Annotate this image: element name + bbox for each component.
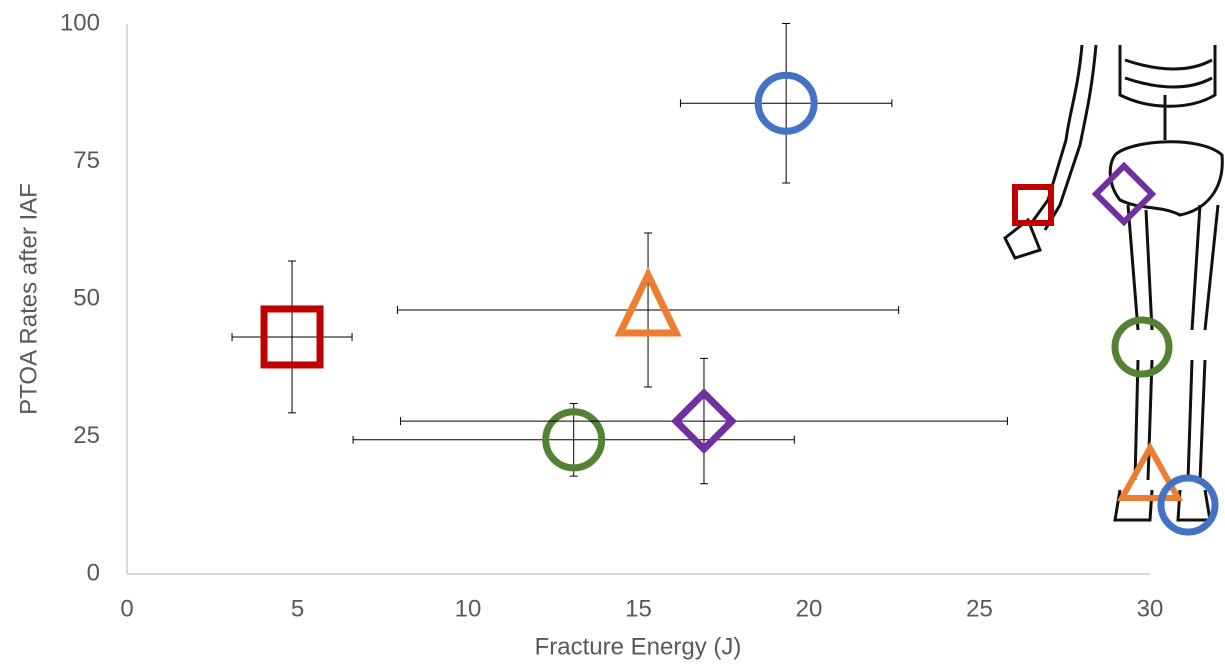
x-tick-label: 5: [291, 595, 304, 622]
x-tick-label: 10: [455, 595, 482, 622]
y-axis-label: PTOA Rates after IAF: [15, 183, 42, 415]
y-tick-label: 100: [60, 9, 100, 36]
y-tick-label: 25: [73, 422, 100, 449]
x-tick-label: 20: [796, 595, 823, 622]
y-tick-label: 0: [87, 559, 100, 586]
y-tick-label: 75: [73, 147, 100, 174]
skeleton-illustration: [1005, 45, 1222, 532]
x-tick-label: 15: [625, 595, 652, 622]
x-tick-label: 25: [966, 595, 993, 622]
x-axis-label: Fracture Energy (J): [535, 633, 742, 660]
x-tick-label: 30: [1137, 595, 1164, 622]
chart: Fracture Energy (J) PTOA Rates after IAF…: [0, 0, 1225, 668]
y-tick-label: 50: [73, 284, 100, 311]
x-tick-label: 0: [120, 595, 133, 622]
